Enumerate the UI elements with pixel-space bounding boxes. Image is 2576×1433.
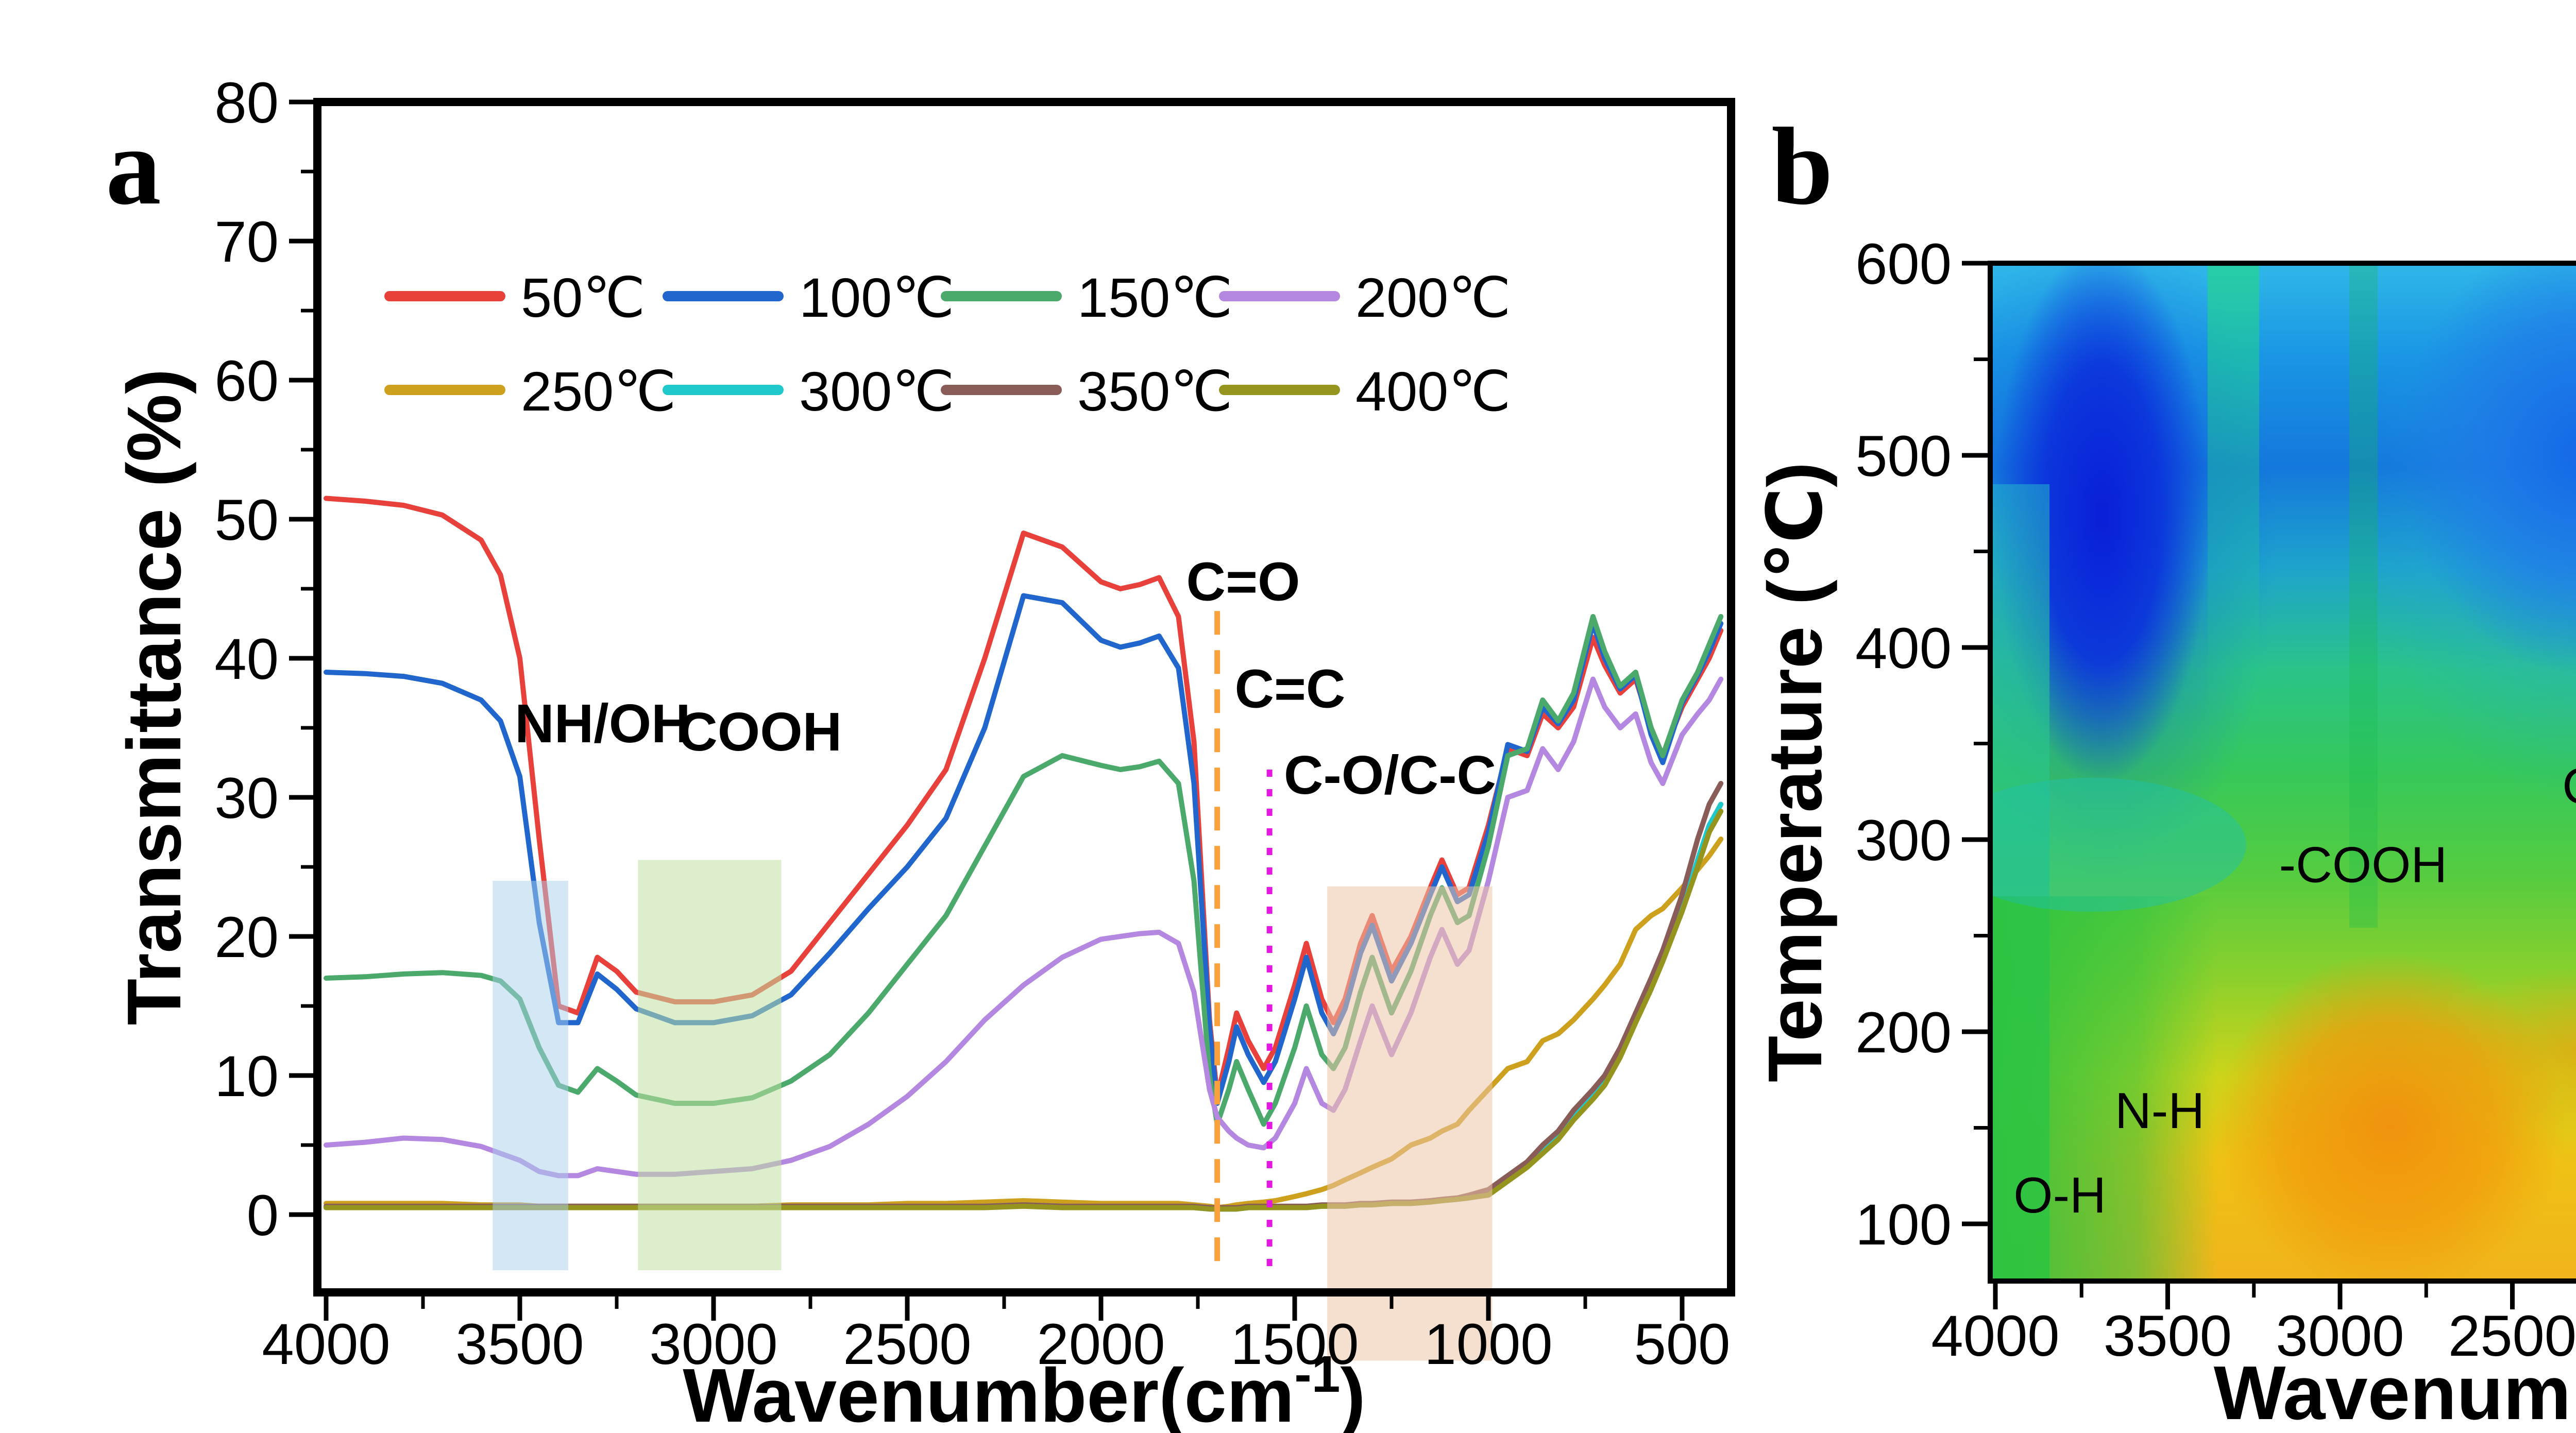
curve-200℃ bbox=[324, 676, 1724, 1179]
legend-item-300℃: 300℃ bbox=[663, 360, 954, 422]
legend-label: 100℃ bbox=[799, 266, 954, 329]
x-tick-label: 500 bbox=[1634, 1312, 1731, 1376]
y-tick-label: 20 bbox=[214, 905, 279, 969]
legend-item-350℃: 350℃ bbox=[941, 360, 1232, 422]
panel-b-frame bbox=[1988, 261, 2576, 1284]
c=o-label: C=O bbox=[2562, 758, 2576, 814]
cooh-label: -COOH bbox=[2279, 836, 2448, 893]
curve-150℃ bbox=[324, 614, 1724, 1127]
panel-b-y-title: Temperature (℃) bbox=[1753, 462, 1838, 1082]
y-tick-label: 0 bbox=[247, 1183, 279, 1248]
y-tick-label: 50 bbox=[214, 488, 279, 552]
panel-a-y-title: Transmittance (%) bbox=[112, 369, 197, 1026]
legend-label: 400℃ bbox=[1355, 360, 1511, 422]
panel-a-spectra bbox=[324, 496, 1724, 1212]
legend-item-100℃: 100℃ bbox=[663, 266, 954, 329]
y-tick-label: 40 bbox=[214, 627, 279, 691]
x-tick-label: 3500 bbox=[2104, 1304, 2232, 1368]
y-tick-label: 400 bbox=[1855, 616, 1952, 680]
c-o-band bbox=[1327, 886, 1493, 1361]
legend-label: 350℃ bbox=[1077, 360, 1232, 422]
o-h-label: O-H bbox=[2013, 1167, 2106, 1223]
curve-400℃ bbox=[324, 809, 1724, 1212]
panel-b-axes: 4000350030002500200015001000100200300400… bbox=[1855, 232, 2576, 1368]
y-tick-label: 200 bbox=[1855, 1000, 1952, 1065]
nh-oh-band bbox=[493, 881, 568, 1270]
y-tick-label: 80 bbox=[214, 71, 279, 135]
cooh-label: COOH bbox=[678, 702, 842, 762]
y-tick-label: 100 bbox=[1855, 1192, 1952, 1257]
panel-a-axes: 4000 3500 3000 2500 2000 1500 1000 500 0 10 20 30 40… bbox=[214, 71, 1730, 1376]
legend-label: 150℃ bbox=[1077, 266, 1232, 329]
x-tick-label: 3500 bbox=[455, 1312, 584, 1376]
legend-label: 300℃ bbox=[799, 360, 954, 422]
x-tick-label: 3000 bbox=[2276, 1304, 2404, 1368]
panel-b-x-title: Wavenumber (cm-1) bbox=[2214, 1343, 2576, 1433]
legend-label: 200℃ bbox=[1355, 266, 1511, 329]
panel-a-frame bbox=[313, 98, 1735, 1296]
legend-item-400℃: 400℃ bbox=[1219, 360, 1511, 422]
legend-item-50℃: 50℃ bbox=[384, 266, 645, 329]
y-tick-label: 30 bbox=[214, 766, 279, 830]
y-tick-label: 600 bbox=[1855, 232, 1952, 296]
x-tick-label: 2500 bbox=[2448, 1304, 2576, 1368]
legend-label: 50℃ bbox=[521, 266, 645, 329]
x-tick-label: 1000 bbox=[1424, 1312, 1552, 1376]
panel-a-x-title: Wavenumber(cm-1) bbox=[683, 1345, 1365, 1433]
x-tick-label: 1500 bbox=[1230, 1312, 1359, 1376]
legend-item-200℃: 200℃ bbox=[1219, 266, 1511, 329]
legend-item-250℃: 250℃ bbox=[384, 360, 676, 422]
panel-a-letter: a bbox=[106, 105, 161, 228]
c-o-c-c-label: C-O/C-C bbox=[1284, 745, 1496, 806]
c=c-label: C=C bbox=[1234, 658, 1345, 719]
y-tick-label: 60 bbox=[214, 349, 279, 413]
cooh-band bbox=[638, 860, 782, 1270]
panel-b-letter: b bbox=[1771, 105, 1833, 228]
x-tick-label: 2500 bbox=[843, 1312, 971, 1376]
nh-oh-label: NH/OH bbox=[515, 693, 691, 754]
x-tick-label: 2000 bbox=[1037, 1312, 1165, 1376]
panel-b-heatmap bbox=[1990, 263, 2576, 1281]
panel-a-legend: 50℃ 100℃ 150℃ 200℃ 250℃ 300℃ 350℃ 400℃ bbox=[384, 266, 1511, 422]
c=o-label: C=O bbox=[1187, 552, 1300, 612]
y-tick-label: 500 bbox=[1855, 424, 1952, 488]
x-tick-label: 4000 bbox=[1931, 1304, 2059, 1368]
panel-a-highlight-bands bbox=[493, 860, 1493, 1361]
n-h-label: N-H bbox=[2115, 1082, 2205, 1139]
x-tick-label: 3000 bbox=[649, 1312, 777, 1376]
y-tick-label: 10 bbox=[214, 1044, 279, 1108]
legend-item-150℃: 150℃ bbox=[941, 266, 1232, 329]
legend-label: 250℃ bbox=[521, 360, 676, 422]
x-tick-label: 4000 bbox=[262, 1312, 390, 1376]
y-tick-label: 70 bbox=[214, 210, 279, 274]
panel-a-guide-lines bbox=[1214, 611, 1273, 1270]
y-tick-label: 300 bbox=[1855, 808, 1952, 873]
